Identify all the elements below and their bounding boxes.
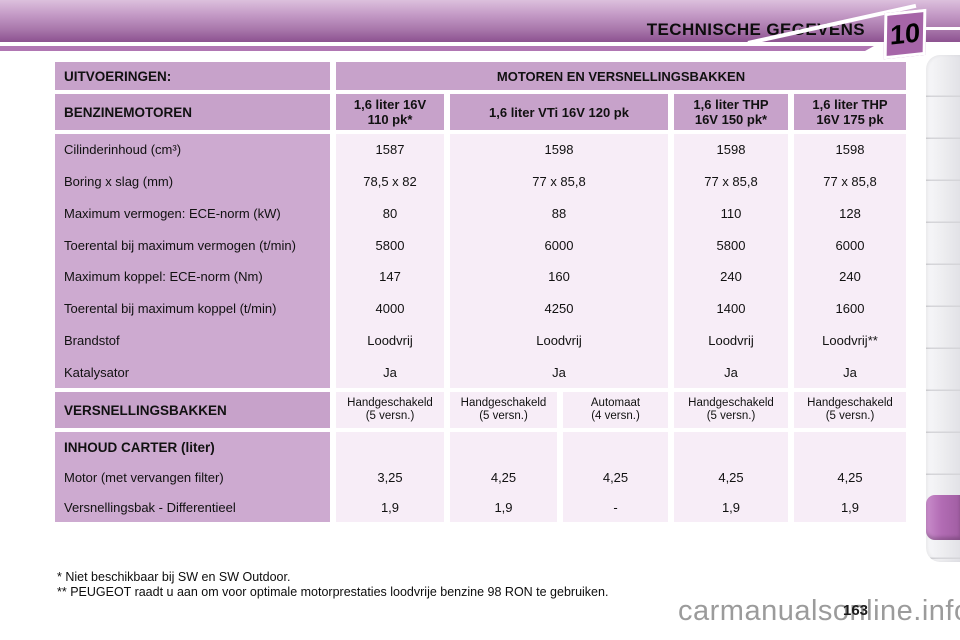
spec-value: 1587 — [375, 142, 405, 158]
spec-values-thp-150pk: 1598 77 x 85,8 110 5800 240 1400 Loodvri… — [674, 134, 788, 388]
spec-value: 78,5 x 82 — [363, 174, 417, 190]
carter-spacer — [674, 432, 788, 462]
carter-label: Versnellingsbak - Differentieel — [64, 499, 236, 515]
carter-header: INHOUD CARTER (liter) — [64, 439, 215, 455]
spec-label: Toerental bij maximum koppel (t/min) — [64, 301, 277, 317]
spec-value: 1598 — [544, 142, 574, 158]
spec-value: 1400 — [716, 301, 746, 317]
spec-label: Maximum vermogen: ECE-norm (kW) — [64, 205, 281, 221]
spec-values-thp-175pk: 1598 77 x 85,8 128 6000 240 1600 Loodvri… — [794, 134, 906, 388]
spec-values-vti-120pk: 1598 77 x 85,8 88 6000 160 4250 Loodvrij… — [450, 134, 668, 388]
carter-value: - — [613, 499, 618, 515]
carter-values-110pk: 3,25 1,9 — [336, 432, 444, 522]
spec-value: 77 x 85,8 — [823, 174, 877, 190]
gearbox-cell: Automaat (4 versn.) — [563, 392, 668, 428]
engine-header-110pk: 1,6 liter 16V 110 pk* — [336, 94, 444, 130]
carter-values-thp-150pk: 4,25 1,9 — [674, 432, 788, 522]
spec-value: Ja — [383, 364, 397, 380]
carter-value: 1,9 — [380, 499, 400, 515]
spec-value: 4000 — [375, 301, 405, 317]
carter-values-vti-auto: 4,25 - — [563, 432, 668, 522]
corner-header: UITVOERINGEN: — [55, 62, 330, 90]
carter-value: 3,25 — [377, 469, 403, 485]
carter-spacer — [336, 432, 444, 462]
spec-value: 80 — [382, 205, 398, 221]
engine-header-thp-150pk: 1,6 liter THP 16V 150 pk* — [674, 94, 788, 130]
banner-right-line — [926, 27, 960, 30]
page-number: 163 — [843, 602, 869, 619]
carter-value: 4,25 — [490, 469, 517, 485]
spec-value: Ja — [724, 364, 738, 380]
watermark: carmanualsonline.info — [678, 595, 960, 627]
spec-label: Cilinderinhoud (cm³) — [64, 142, 182, 158]
spec-value: 1598 — [835, 142, 865, 158]
footnote-1: * Niet beschikbaar bij SW en SW Outdoor. — [57, 570, 291, 584]
gearbox-header: VERSNELLINGSBAKKEN — [55, 392, 330, 428]
header-banner — [0, 0, 960, 42]
carter-value: 4,25 — [718, 469, 744, 485]
spec-value: Loodvrij** — [822, 332, 878, 348]
spec-value: 240 — [839, 269, 861, 285]
spec-value: 1598 — [716, 142, 746, 158]
carter-value: 4,25 — [602, 469, 629, 485]
gearbox-cell: Handgeschakeld (5 versn.) — [674, 392, 788, 428]
spec-label: Katalysator — [64, 364, 130, 380]
spec-value: Ja — [843, 364, 857, 380]
spec-value: 147 — [379, 269, 401, 285]
spec-value: 6000 — [544, 237, 574, 253]
carter-spacer — [794, 432, 906, 462]
spec-value: 77 x 85,8 — [704, 174, 758, 190]
spec-value: Loodvrij — [708, 332, 754, 348]
spec-labels-column: Cilinderinhoud (cm³) Boring x slag (mm) … — [55, 134, 330, 388]
chapter-tab — [926, 495, 960, 540]
spec-value: 240 — [720, 269, 742, 285]
carter-spacer — [450, 432, 557, 462]
carter-label: Motor (met vervangen filter) — [64, 469, 224, 485]
spec-value: 160 — [548, 269, 570, 285]
spec-value: 88 — [551, 205, 567, 221]
chapter-number-badge: 10 — [883, 8, 927, 60]
spec-values-110pk: 1587 78,5 x 82 80 5800 147 4000 Loodvrij… — [336, 134, 444, 388]
spec-value: 128 — [839, 205, 861, 221]
spec-value: 5800 — [375, 237, 405, 253]
page-title: TECHNISCHE GEGEVENS — [646, 20, 865, 39]
carter-values-vti-manual: 4,25 1,9 — [450, 432, 557, 522]
carter-value: 1,9 — [840, 499, 860, 515]
row-group-header-benzinemotoren: BENZINEMOTOREN — [55, 94, 330, 130]
spec-value: 4250 — [544, 301, 574, 317]
spec-value: Loodvrij — [367, 332, 413, 348]
specifications-table: UITVOERINGEN: MOTOREN EN VERSNELLINGSBAK… — [55, 62, 906, 522]
footnote-2: ** PEUGEOT raadt u aan om voor optimale … — [57, 584, 609, 599]
spec-label: Boring x slag (mm) — [64, 174, 174, 190]
footnotes: * Niet beschikbaar bij SW en SW Outdoor.… — [57, 570, 608, 599]
gearbox-cell: Handgeschakeld (5 versn.) — [336, 392, 444, 428]
spec-value: Loodvrij — [536, 332, 582, 348]
spec-value: 6000 — [835, 237, 865, 253]
engine-header-vti-120pk: 1,6 liter VTi 16V 120 pk — [450, 94, 668, 130]
spec-value: Ja — [552, 364, 566, 380]
carter-values-thp-175pk: 4,25 1,9 — [794, 432, 906, 522]
spec-label: Maximum koppel: ECE-norm (Nm) — [64, 269, 263, 285]
engine-header-thp-175pk: 1,6 liter THP 16V 175 pk — [794, 94, 906, 130]
carter-spacer — [563, 432, 668, 462]
gearbox-cell: Handgeschakeld (5 versn.) — [794, 392, 906, 428]
spec-label: Brandstof — [64, 332, 120, 348]
carter-value: 4,25 — [837, 469, 863, 485]
spec-value: 5800 — [716, 237, 746, 253]
page-spine — [926, 55, 960, 562]
spec-label: Toerental bij maximum vermogen (t/min) — [64, 237, 296, 253]
carter-value: 1,9 — [494, 499, 513, 515]
spec-value: 1600 — [835, 301, 865, 317]
banner-accent-line — [0, 46, 874, 51]
spec-value: 77 x 85,8 — [532, 174, 586, 190]
carter-value: 1,9 — [721, 499, 741, 515]
group-header: MOTOREN EN VERSNELLINGSBAKKEN — [336, 62, 906, 90]
spec-value: 110 — [720, 205, 742, 221]
carter-labels-column: INHOUD CARTER (liter) Motor (met vervang… — [55, 432, 330, 522]
gearbox-cell: Handgeschakeld (5 versn.) — [450, 392, 557, 428]
